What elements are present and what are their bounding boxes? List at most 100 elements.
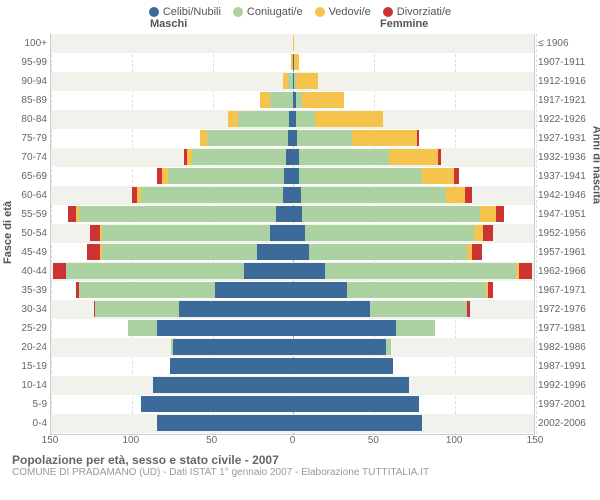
- bar-male: [94, 301, 293, 317]
- segment: [293, 244, 309, 260]
- legend-label: Celibi/Nubili: [163, 6, 221, 18]
- year-label: 1917-1921: [534, 91, 598, 110]
- plot-area: 100+≤ 190695-991907-191190-941912-191685…: [50, 34, 535, 435]
- bar-female: [293, 244, 482, 260]
- bar-female: [293, 149, 442, 165]
- bar-female: [293, 301, 471, 317]
- segment: [389, 149, 438, 165]
- chart-footer: Popolazione per età, sesso e stato civil…: [12, 453, 600, 478]
- age-label: 65-69: [1, 167, 51, 186]
- bar-female: [293, 282, 493, 298]
- year-label: 1912-1916: [534, 72, 598, 91]
- year-label: 1947-1951: [534, 205, 598, 224]
- legend-item: Divorziati/e: [383, 6, 451, 18]
- x-axis: 15010050050100150: [50, 435, 535, 449]
- x-tick: 100: [122, 435, 139, 446]
- chart-title: Popolazione per età, sesso e stato civil…: [12, 453, 600, 467]
- age-label: 10-14: [1, 376, 51, 395]
- age-label: 75-79: [1, 129, 51, 148]
- age-row: 20-241982-1986: [51, 338, 534, 357]
- legend-item: Celibi/Nubili: [149, 6, 221, 18]
- bar-male: [132, 187, 292, 203]
- bar-male: [200, 130, 292, 146]
- segment: [270, 225, 293, 241]
- age-row: 45-491957-1961: [51, 243, 534, 262]
- segment: [417, 130, 419, 146]
- segment: [396, 320, 435, 336]
- segment: [293, 35, 295, 51]
- segment: [467, 301, 470, 317]
- segment: [270, 92, 293, 108]
- chart-subtitle: COMUNE DI PRADAMANO (UD) - Dati ISTAT 1°…: [12, 467, 600, 478]
- age-label: 100+: [1, 34, 51, 53]
- segment: [215, 282, 293, 298]
- segment: [438, 149, 441, 165]
- segment: [305, 225, 473, 241]
- segment: [238, 111, 290, 127]
- age-row: 25-291977-1981: [51, 319, 534, 338]
- segment: [325, 263, 516, 279]
- age-label: 20-24: [1, 338, 51, 357]
- year-label: 1997-2001: [534, 395, 598, 414]
- segment: [102, 225, 270, 241]
- bar-female: [293, 35, 295, 51]
- year-label: ≤ 1906: [534, 34, 598, 53]
- legend-label: Vedovi/e: [329, 6, 371, 18]
- segment: [284, 168, 292, 184]
- segment: [293, 415, 422, 431]
- segment: [488, 282, 493, 298]
- segment: [294, 54, 299, 70]
- year-label: 2002-2006: [534, 414, 598, 433]
- year-label: 1907-1911: [534, 53, 598, 72]
- bar-female: [293, 358, 393, 374]
- segment: [95, 301, 179, 317]
- year-label: 1972-1976: [534, 300, 598, 319]
- age-label: 80-84: [1, 110, 51, 129]
- gender-headers: Maschi Femmine: [0, 18, 600, 34]
- bar-male: [68, 206, 293, 222]
- segment: [228, 111, 238, 127]
- bar-male: [228, 111, 293, 127]
- age-row: 100+≤ 1906: [51, 34, 534, 53]
- year-label: 1962-1966: [534, 262, 598, 281]
- age-row: 30-341972-1976: [51, 300, 534, 319]
- bar-female: [293, 377, 409, 393]
- segment: [53, 263, 66, 279]
- bar-male: [128, 320, 293, 336]
- segment: [257, 244, 293, 260]
- legend-swatch: [383, 7, 393, 17]
- bar-male: [260, 92, 292, 108]
- year-label: 1932-1936: [534, 148, 598, 167]
- segment: [309, 244, 467, 260]
- segment: [296, 73, 319, 89]
- segment: [519, 263, 532, 279]
- segment: [474, 225, 484, 241]
- segment: [170, 358, 293, 374]
- segment: [454, 168, 459, 184]
- segment: [422, 168, 454, 184]
- x-tick: 50: [368, 435, 379, 446]
- segment: [302, 206, 480, 222]
- bar-male: [87, 244, 292, 260]
- age-label: 0-4: [1, 414, 51, 433]
- segment: [79, 206, 276, 222]
- age-row: 95-991907-1911: [51, 53, 534, 72]
- segment: [352, 130, 417, 146]
- age-label: 55-59: [1, 205, 51, 224]
- x-tick: 50: [206, 435, 217, 446]
- year-label: 1952-1956: [534, 224, 598, 243]
- segment: [141, 396, 293, 412]
- age-row: 75-791927-1931: [51, 129, 534, 148]
- year-label: 1992-1996: [534, 376, 598, 395]
- segment: [157, 415, 293, 431]
- segment: [283, 187, 293, 203]
- bar-female: [293, 206, 505, 222]
- age-label: 45-49: [1, 243, 51, 262]
- bar-male: [90, 225, 292, 241]
- segment: [293, 282, 348, 298]
- bar-male: [53, 263, 292, 279]
- bar-female: [293, 225, 493, 241]
- age-label: 60-64: [1, 186, 51, 205]
- bar-male: [184, 149, 292, 165]
- year-label: 1927-1931: [534, 129, 598, 148]
